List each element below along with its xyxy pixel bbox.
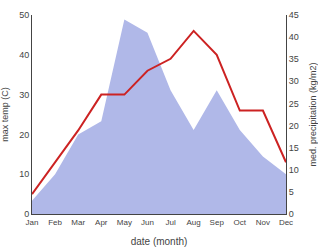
svg-text:Oct: Oct xyxy=(234,218,247,227)
svg-text:date (month): date (month) xyxy=(131,236,188,247)
svg-text:0: 0 xyxy=(289,209,294,219)
svg-text:40: 40 xyxy=(19,50,29,60)
svg-text:Jun: Jun xyxy=(141,218,154,227)
svg-text:25: 25 xyxy=(289,99,299,109)
svg-text:30: 30 xyxy=(289,76,299,86)
svg-text:10: 10 xyxy=(19,169,29,179)
svg-text:50: 50 xyxy=(19,10,29,20)
svg-text:10: 10 xyxy=(289,165,299,175)
svg-text:Mar: Mar xyxy=(71,218,85,227)
svg-text:Jan: Jan xyxy=(26,218,39,227)
svg-text:20: 20 xyxy=(19,130,29,140)
svg-text:med. precipitation (kg/m2): med. precipitation (kg/m2) xyxy=(308,62,318,166)
svg-text:Sep: Sep xyxy=(210,218,225,227)
svg-text:Nov: Nov xyxy=(256,218,270,227)
svg-text:Feb: Feb xyxy=(48,218,62,227)
svg-text:35: 35 xyxy=(289,54,299,64)
svg-text:20: 20 xyxy=(289,121,299,131)
svg-text:Jul: Jul xyxy=(165,218,175,227)
svg-text:Dec: Dec xyxy=(279,218,293,227)
svg-text:40: 40 xyxy=(289,32,299,42)
svg-text:Aug: Aug xyxy=(187,218,201,227)
svg-text:max temp (C): max temp (C) xyxy=(0,87,10,142)
svg-text:May: May xyxy=(117,218,132,227)
svg-text:45: 45 xyxy=(289,10,299,20)
svg-text:30: 30 xyxy=(19,90,29,100)
svg-text:0: 0 xyxy=(24,209,29,219)
svg-text:5: 5 xyxy=(289,187,294,197)
svg-text:15: 15 xyxy=(289,143,299,153)
svg-text:Apr: Apr xyxy=(95,218,108,227)
